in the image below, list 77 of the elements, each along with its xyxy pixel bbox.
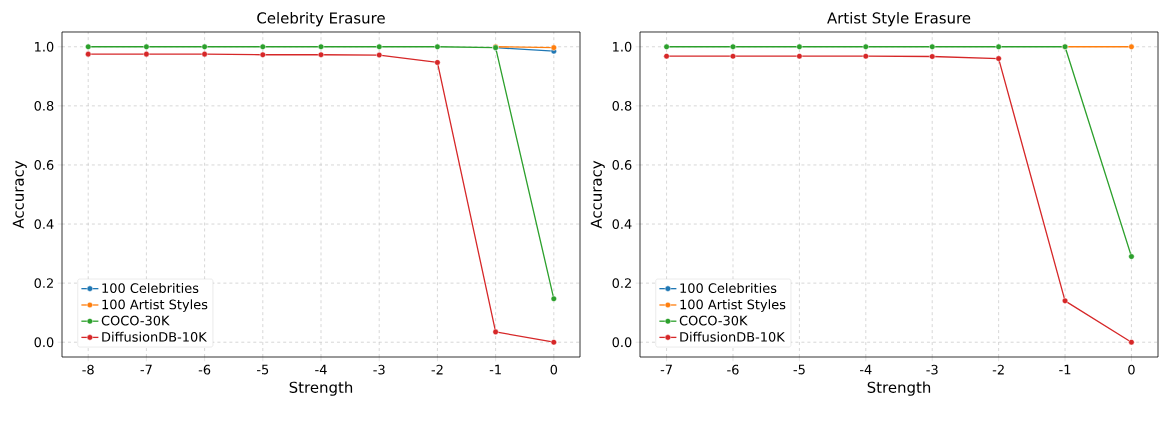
x-axis-title: Strength — [867, 381, 931, 396]
point — [1128, 43, 1135, 50]
point — [317, 43, 325, 50]
point — [729, 53, 737, 60]
point — [317, 51, 325, 58]
point — [492, 328, 499, 335]
point — [862, 53, 869, 60]
y-tick-label: 0.2 — [612, 278, 631, 289]
point — [663, 43, 670, 50]
x-tick-label: -1 — [489, 364, 501, 375]
point — [259, 51, 266, 58]
point — [201, 51, 208, 58]
point — [434, 43, 441, 50]
x-tick-label: -1 — [1059, 364, 1071, 375]
legend-label: COCO-30K — [679, 315, 748, 326]
x-tick-label: -3 — [926, 364, 938, 375]
x-tick-label: -2 — [431, 364, 443, 375]
y-tick-label: 1.0 — [35, 41, 54, 52]
x-tick-label: -6 — [727, 364, 739, 375]
x-tick-label: -6 — [198, 364, 211, 375]
point — [376, 51, 383, 59]
point — [550, 44, 557, 51]
x-tick-label: -5 — [256, 364, 269, 375]
chart-title: Celebrity Erasure — [257, 12, 385, 27]
legend-label: DiffusionDB-10K — [102, 331, 207, 342]
legend-label: COCO-30K — [101, 315, 170, 326]
legend-label: 100 Celebrities — [102, 283, 199, 294]
point — [550, 295, 557, 302]
point — [1128, 253, 1135, 260]
point — [434, 59, 441, 66]
legend-label: 100 Artist Styles — [680, 299, 786, 312]
x-tick-label: 0 — [550, 364, 558, 375]
y-tick-label: 0.8 — [34, 100, 54, 111]
point — [995, 43, 1002, 50]
point — [929, 43, 936, 50]
y-tick-label: 0.0 — [34, 337, 54, 348]
point — [85, 43, 92, 50]
point — [376, 43, 383, 50]
point — [929, 53, 936, 60]
y-tick-label: 0.4 — [612, 219, 632, 229]
legend-label: 100 Artist Styles — [102, 299, 208, 312]
point — [1128, 339, 1135, 346]
y-tick-label: 1.0 — [613, 41, 632, 52]
x-tick-label: -5 — [793, 364, 805, 375]
x-tick-label: -8 — [82, 364, 94, 375]
point — [550, 339, 557, 346]
x-tick-label: 0 — [1128, 364, 1135, 375]
y-tick-label: 0.8 — [612, 100, 632, 111]
point — [259, 43, 266, 50]
point — [85, 51, 92, 58]
point — [796, 43, 803, 50]
x-axis-title: Strength — [289, 381, 353, 396]
x-tick-label: -4 — [315, 364, 327, 375]
point — [201, 43, 208, 50]
y-tick-label: 0.6 — [612, 160, 632, 170]
point — [729, 43, 737, 50]
point — [143, 43, 150, 50]
y-tick-label: 0.0 — [612, 337, 632, 348]
point — [143, 51, 150, 58]
point — [663, 53, 670, 60]
y-tick-label: 0.6 — [34, 160, 54, 170]
point — [995, 55, 1002, 62]
point — [796, 53, 803, 60]
chart-title: Artist Style Erasure — [827, 12, 971, 27]
x-tick-label: -4 — [859, 364, 872, 375]
x-tick-label: -7 — [660, 364, 672, 375]
y-axis-title: Accuracy — [590, 160, 605, 229]
x-tick-label: -2 — [992, 364, 1004, 375]
x-tick-label: -3 — [373, 364, 385, 375]
x-tick-label: -7 — [140, 364, 152, 375]
legend-label: DiffusionDB-10K — [680, 331, 786, 342]
y-tick-label: 0.2 — [34, 278, 53, 289]
point — [862, 43, 869, 50]
y-tick-label: 0.4 — [34, 219, 54, 229]
legend-label: 100 Celebrities — [680, 283, 777, 294]
point — [1061, 297, 1069, 304]
y-axis-title: Accuracy — [12, 160, 27, 229]
